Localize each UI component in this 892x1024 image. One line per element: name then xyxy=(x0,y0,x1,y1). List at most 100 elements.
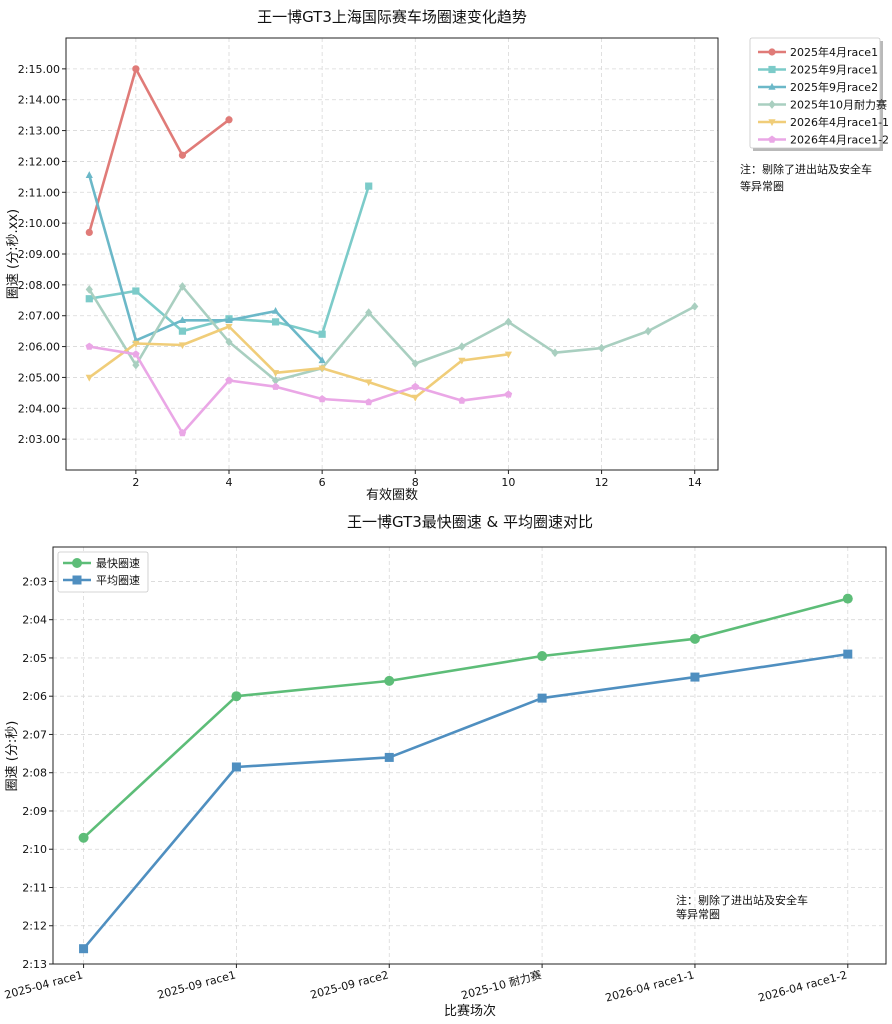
chart1-data-point xyxy=(458,342,466,351)
chart2-y-axis-label: 圈速 (分:秒) xyxy=(5,721,20,792)
chart1-legend-label: 2026年4月race1-1 xyxy=(790,115,889,129)
chart1-y-tick-label: 2:05.00 xyxy=(18,371,60,384)
chart2-legend-marker xyxy=(72,575,82,585)
fast-vs-average-chart: 王一博GT3最快圈速 & 平均圈速对比 2025-04 race1 2025-09… xyxy=(3,513,887,1019)
chart1-data-point xyxy=(364,398,373,406)
chart1-legend-marker xyxy=(768,82,776,90)
chart1-data-point xyxy=(411,394,419,402)
chart1-y-tick-label: 2:13.00 xyxy=(18,125,60,138)
chart1-y-tick-label: 2:04.00 xyxy=(18,402,60,415)
chart1-legend-marker xyxy=(768,48,776,56)
chart1-data-point xyxy=(178,429,187,437)
chart1-legend: 2025年4月race1 2025年9月race1 2025年9月race2 2025… xyxy=(749,37,889,151)
chart1-data-point xyxy=(271,306,280,314)
chart1-data-point xyxy=(551,348,559,358)
chart1-data-point xyxy=(225,337,233,347)
chart1-y-tick-label: 2:15.00 xyxy=(18,63,60,76)
chart2-legend-label: 平均圈速 xyxy=(96,574,140,587)
chart1-data-point xyxy=(365,379,373,387)
chart2-x-tick-label: 2025-10 耐力赛 xyxy=(460,967,543,1002)
chart1-data-point xyxy=(458,357,466,365)
chart1-data-point xyxy=(178,151,187,159)
chart2-data-point xyxy=(843,649,853,659)
chart1-data-point xyxy=(411,359,419,368)
chart1-legend-marker xyxy=(768,65,776,74)
chart1-data-point xyxy=(178,316,187,324)
chart1-legend-label: 2025年9月race2 xyxy=(790,80,878,94)
chart1-data-point xyxy=(85,171,93,179)
chart1-data-point xyxy=(132,350,140,358)
chart1-y-tick-label: 2:03.00 xyxy=(18,433,60,446)
chart1-y-tick-label: 2:08.00 xyxy=(18,279,60,292)
chart1-title: 王一博GT3上海国际赛车场圈速变化趋势 xyxy=(257,8,527,26)
chart2-data-point xyxy=(78,832,89,843)
chart1-data-point xyxy=(644,326,652,336)
chart1-data-point xyxy=(504,390,513,398)
chart1-y-tick-label: 2:06.00 xyxy=(18,341,60,354)
chart2-y-tick-label: 2:11 xyxy=(22,881,47,894)
chart2-data-point xyxy=(79,944,89,954)
chart2-x-tick-label: 2026-04 race1-1 xyxy=(604,968,696,1004)
chart1-data-point xyxy=(85,374,93,382)
chart1-series-1 xyxy=(85,65,233,236)
chart1-y-tick-label: 2:11.00 xyxy=(18,186,60,199)
chart1-x-tick-label: 4 xyxy=(226,476,233,489)
chart1-x-tick-label: 6 xyxy=(319,476,326,489)
chart2-y-tick-label: 2:07 xyxy=(22,728,47,741)
chart2-series-line xyxy=(82,597,849,839)
chart1-data-point xyxy=(178,282,187,291)
chart2-x-axis-label: 比赛场次 xyxy=(444,1003,496,1019)
chart2-data-point xyxy=(537,693,547,703)
chart2-legend-label: 最快圈速 xyxy=(96,557,140,570)
lap-trend-chart: 王一博GT3上海国际赛车场圈速变化趋势 2 4 6 8 10 12 14 2:03.002:… xyxy=(6,8,889,503)
chart1-data-point xyxy=(597,343,606,353)
chart1-data-point xyxy=(132,340,140,348)
chart1-series-line xyxy=(88,67,230,233)
chart2-y-ticks: 2:03 2:04 2:05 2:06 2:07 2:08 2:09 2:10 2:11 2:12… xyxy=(22,575,53,971)
chart1-data-point xyxy=(271,376,280,385)
chart1-x-tick-label: 8 xyxy=(412,476,419,489)
chart1-data-point xyxy=(365,308,373,317)
chart1-data-point xyxy=(132,287,140,295)
chart2-note-line2: 等异常圈 xyxy=(676,907,720,921)
chart1-x-tick-label: 12 xyxy=(595,476,609,489)
chart2-data-point xyxy=(231,762,241,772)
chart2-y-tick-label: 2:09 xyxy=(22,805,47,818)
chart2-data-point xyxy=(384,752,394,762)
chart1-data-point xyxy=(271,382,280,390)
chart1-data-point xyxy=(132,65,140,73)
chart1-data-point xyxy=(318,365,326,373)
chart1-data-point xyxy=(318,330,326,338)
chart1-data-point xyxy=(271,318,280,326)
chart1-series-3 xyxy=(85,171,326,364)
chart2-note-line1: 注：剔除了进出站及安全车 xyxy=(676,893,808,907)
chart1-y-axis-label: 圈速 (分:秒.xx) xyxy=(6,209,21,299)
chart1-grid xyxy=(66,38,718,470)
chart1-data-point xyxy=(178,327,187,335)
chart2-data-point xyxy=(537,651,548,662)
chart1-data-point xyxy=(85,342,94,350)
chart1-legend-marker xyxy=(768,100,776,109)
chart1-series-6 xyxy=(85,342,513,437)
chart1-y-tick-label: 2:14.00 xyxy=(18,94,60,107)
chart1-data-point xyxy=(691,302,699,311)
chart2-series-1 xyxy=(78,593,853,843)
chart1-series-4 xyxy=(85,282,699,385)
chart1-data-point xyxy=(271,370,280,377)
chart1-y-tick-label: 2:07.00 xyxy=(18,310,60,323)
chart2-x-ticks: 2025-04 race1 2025-09 race1 2025-09 race2 2… xyxy=(3,964,849,1005)
chart2-data-point xyxy=(231,691,242,702)
chart1-legend-items: 2025年4月race1 2025年9月race1 2025年9月race2 2025… xyxy=(758,45,889,147)
chart1-data-point xyxy=(365,182,373,190)
chart2-y-tick-label: 2:05 xyxy=(22,652,47,665)
chart1-legend-label: 2025年10月耐力赛 xyxy=(790,98,887,112)
chart2-series-group xyxy=(78,593,853,954)
chart2-y-tick-label: 2:10 xyxy=(22,843,47,856)
chart1-series-5 xyxy=(85,323,513,402)
chart1-series-line xyxy=(89,345,509,435)
chart2-y-tick-label: 2:04 xyxy=(22,614,47,627)
chart1-data-point xyxy=(458,396,466,404)
